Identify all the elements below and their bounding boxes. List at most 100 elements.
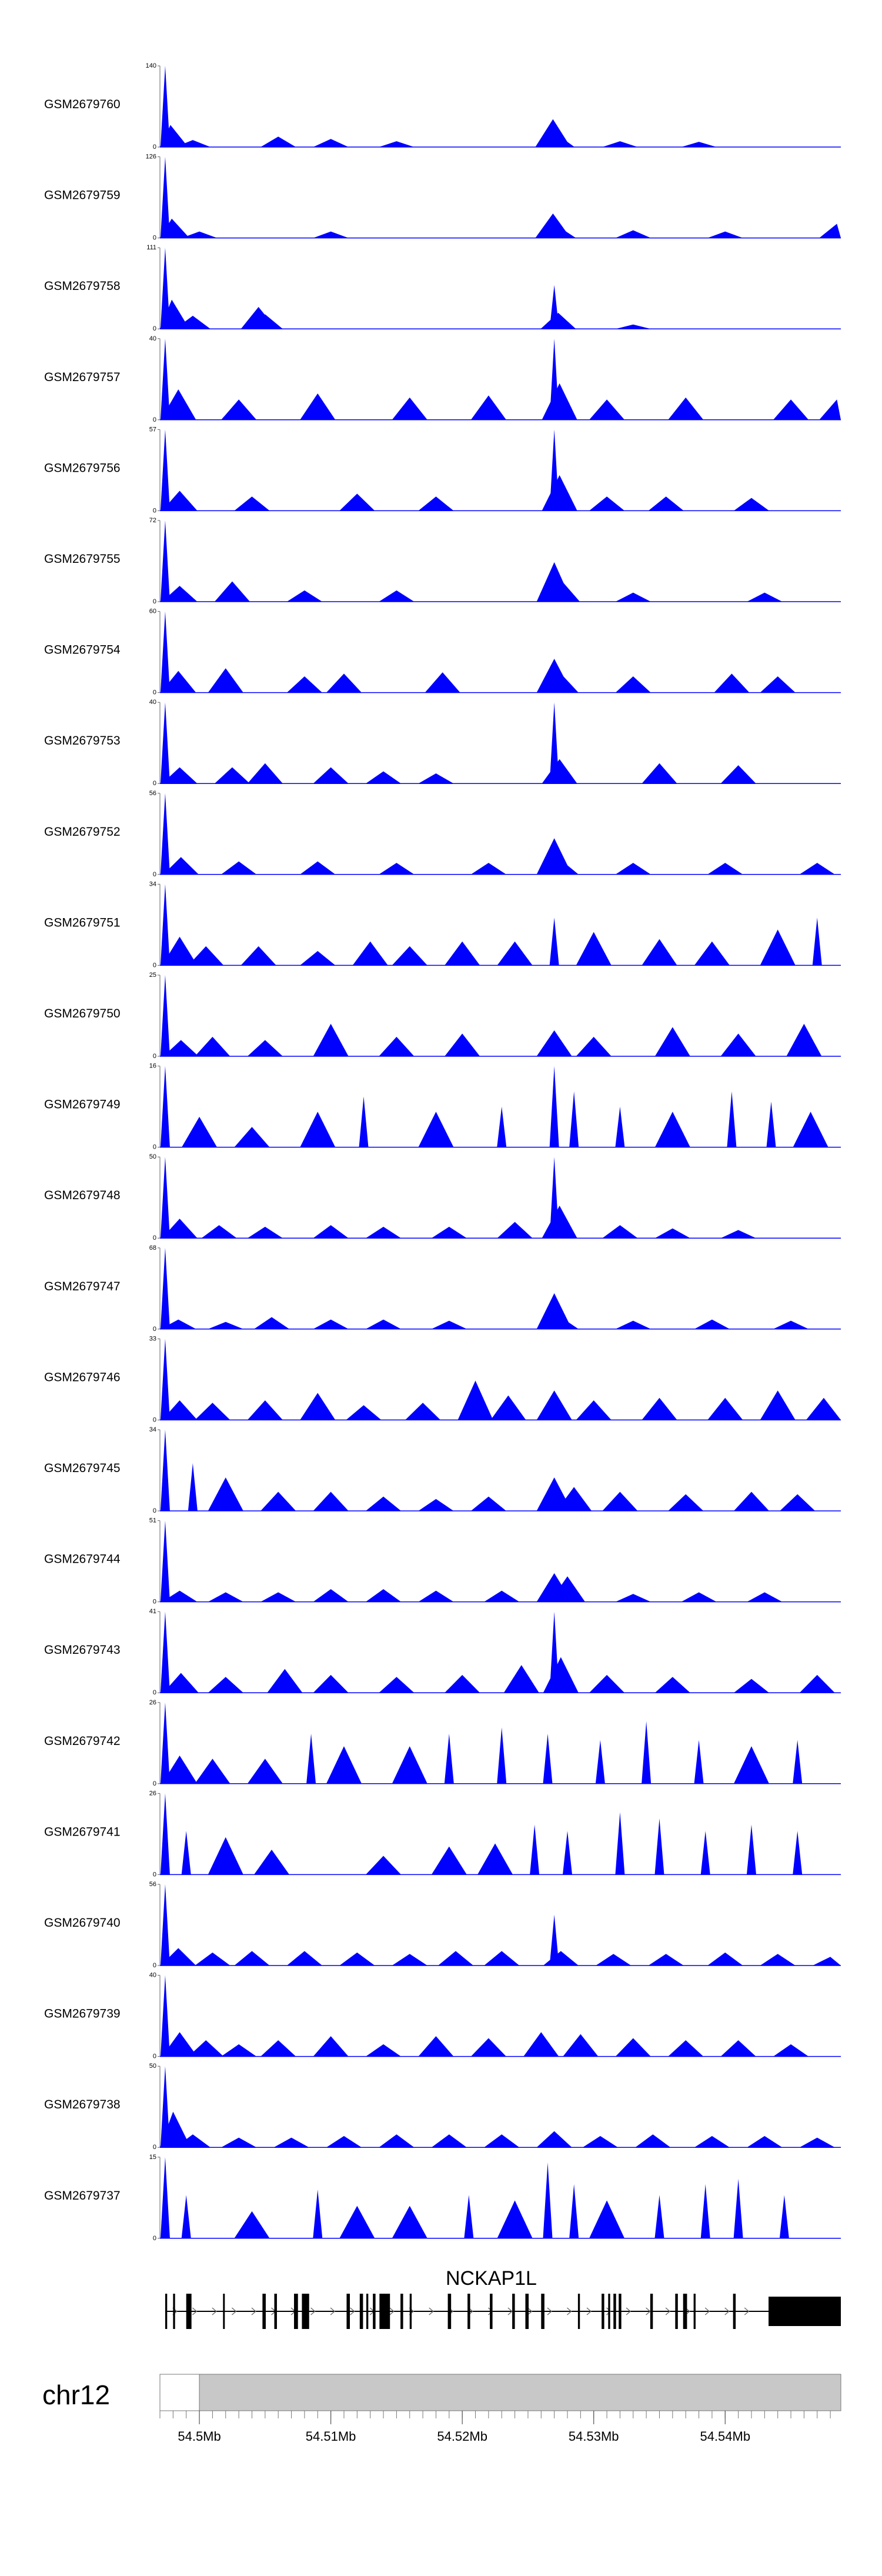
coverage-peak xyxy=(313,1225,349,1239)
coverage-peak xyxy=(326,1746,362,1784)
coverage-peak xyxy=(602,141,638,147)
coverage-peak xyxy=(366,1319,402,1329)
coverage-peak xyxy=(799,863,835,875)
coverage-peak xyxy=(286,676,322,693)
coverage-peak xyxy=(162,1219,198,1239)
coverage-track: GSM2679744 51 0 xyxy=(44,1517,841,1606)
gene-exon xyxy=(675,2294,678,2329)
coverage-track: GSM2679749 16 0 xyxy=(44,1063,841,1151)
gene-exon xyxy=(165,2294,168,2329)
coverage-peak xyxy=(160,611,170,693)
coverage-peak xyxy=(160,1884,170,1966)
coverage-peak xyxy=(181,2195,191,2238)
y-max-tick-label: 111 xyxy=(146,244,156,251)
coverage-peak xyxy=(654,1228,690,1239)
coverage-peak xyxy=(544,581,580,602)
coverage-track: GSM2679737 15 0 xyxy=(44,2154,841,2242)
coverage-peak xyxy=(247,763,283,784)
coverage-peak xyxy=(418,773,454,784)
coverage-peak xyxy=(707,1397,743,1420)
coverage-peak xyxy=(254,1317,290,1329)
coverage-peak xyxy=(161,389,196,420)
coverage-peak xyxy=(254,1849,290,1875)
y-zero-tick-label: 0 xyxy=(153,780,156,787)
coverage-peak xyxy=(313,1319,349,1329)
coverage-peak xyxy=(214,767,250,784)
track-label: GSM2679757 xyxy=(44,371,121,384)
coverage-track: GSM2679754 60 0 xyxy=(44,608,841,696)
coverage-peak xyxy=(589,496,625,511)
coverage-peak xyxy=(366,2044,402,2057)
strand-arrow xyxy=(330,2307,336,2315)
track-label: GSM2679760 xyxy=(44,98,121,111)
coverage-peak xyxy=(379,863,415,875)
coverage-peak xyxy=(536,2131,572,2148)
coverage-peak xyxy=(819,223,841,238)
y-zero-tick-label: 0 xyxy=(153,1599,156,1606)
coverage-peak xyxy=(497,1727,507,1784)
track-label: GSM2679739 xyxy=(44,2007,121,2021)
coverage-peak xyxy=(214,581,250,602)
y-max-tick-label: 25 xyxy=(149,972,156,979)
coverage-peak xyxy=(221,2137,257,2148)
coverage-peak xyxy=(760,1390,796,1420)
coverage-peak xyxy=(707,1952,743,1966)
track-label: GSM2679754 xyxy=(44,643,121,657)
coverage-track: GSM2679748 50 0 xyxy=(44,1153,841,1242)
x-tick-label: 54.54Mb xyxy=(700,2429,750,2444)
coverage-peak xyxy=(366,1856,402,1875)
gene-exon xyxy=(733,2294,736,2329)
coverage-track: GSM2679738 50 0 xyxy=(44,2063,841,2151)
coverage-peak xyxy=(379,2134,415,2148)
coverage-peak xyxy=(346,1405,382,1420)
y-max-tick-label: 41 xyxy=(149,1608,156,1615)
track-label: GSM2679743 xyxy=(44,1643,121,1657)
y-zero-tick-label: 0 xyxy=(153,962,156,969)
coverage-peak xyxy=(542,475,577,511)
y-max-tick-label: 57 xyxy=(149,426,156,433)
coverage-peak xyxy=(536,1030,572,1056)
coverage-peak xyxy=(352,941,388,966)
track-label: GSM2679742 xyxy=(44,1734,121,1748)
coverage-peak xyxy=(615,230,651,238)
coverage-peak xyxy=(160,1611,170,1693)
coverage-peak xyxy=(542,1206,577,1239)
coverage-peak xyxy=(188,2040,224,2057)
y-zero-tick-label: 0 xyxy=(153,1780,156,1787)
coverage-track: GSM2679750 25 0 xyxy=(44,972,841,1060)
coverage-peak xyxy=(221,861,257,875)
coverage-peak xyxy=(221,2044,257,2057)
coverage-peak xyxy=(247,314,283,329)
coverage-peak xyxy=(595,1740,605,1784)
coverage-peak xyxy=(313,1491,349,1511)
coverage-peak xyxy=(366,1589,402,1602)
coverage-peak xyxy=(681,142,717,147)
coverage-peak xyxy=(234,1951,270,1966)
coverage-peak xyxy=(313,231,349,238)
coverage-peak xyxy=(779,2195,789,2238)
coverage-peak xyxy=(497,941,533,966)
coverage-track: GSM2679745 34 0 xyxy=(44,1426,841,1514)
y-max-tick-label: 50 xyxy=(149,2063,156,2070)
coverage-peak xyxy=(589,2200,625,2238)
coverage-peak xyxy=(208,1477,243,1511)
coverage-peak xyxy=(234,2211,270,2238)
coverage-peak xyxy=(379,1677,415,1693)
coverage-peak xyxy=(181,1831,191,1875)
strand-arrow xyxy=(527,2307,533,2315)
coverage-peak xyxy=(733,2178,743,2238)
gene-name-label: NCKAP1L xyxy=(446,2267,537,2290)
coverage-peak xyxy=(201,1225,237,1239)
gene-exon xyxy=(467,2294,470,2329)
coverage-peak xyxy=(162,767,198,784)
coverage-peak xyxy=(799,1674,835,1693)
coverage-peak xyxy=(813,1957,841,1966)
coverage-track: GSM2679753 40 0 xyxy=(44,699,841,787)
coverage-peak xyxy=(208,1322,243,1329)
coverage-peak xyxy=(240,946,276,966)
coverage-peak xyxy=(773,399,809,420)
strand-arrow xyxy=(251,2307,256,2315)
chromosome-band xyxy=(199,2374,841,2411)
coverage-peak xyxy=(668,397,704,420)
coverage-peak xyxy=(694,1319,730,1329)
